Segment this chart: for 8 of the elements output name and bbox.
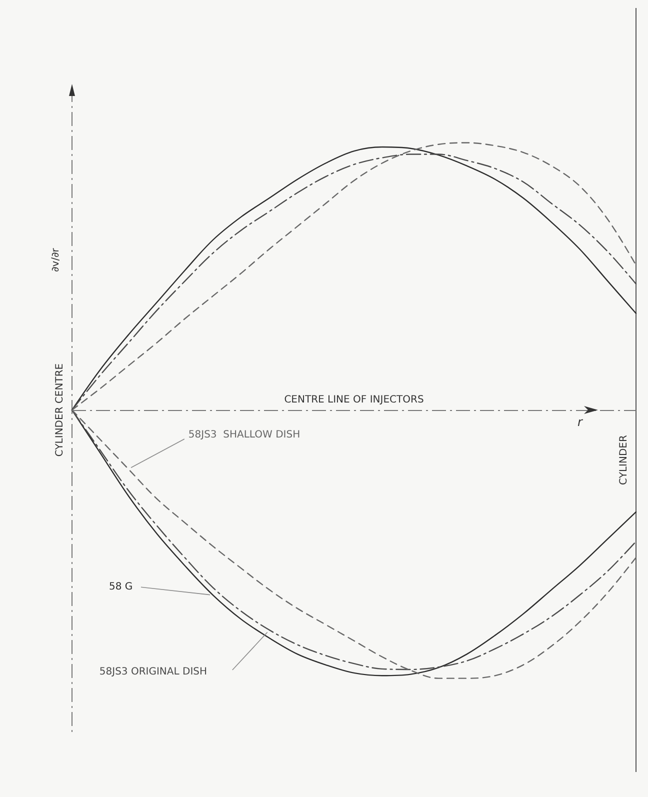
text: 58JS3 ORIGINAL DISH [99, 666, 208, 678]
text: CYLINDER CENTRE [54, 363, 66, 457]
x-axis-title: r [578, 415, 584, 429]
ref-line-label: CENTRE LINE OF INJECTORS [284, 394, 424, 406]
text: 58 G [109, 582, 133, 593]
text: 58JS3 SHALLOW DISH [188, 430, 300, 441]
y-axis-title: ∂v/∂r [50, 247, 62, 272]
annotation: CYLINDER [618, 435, 630, 485]
